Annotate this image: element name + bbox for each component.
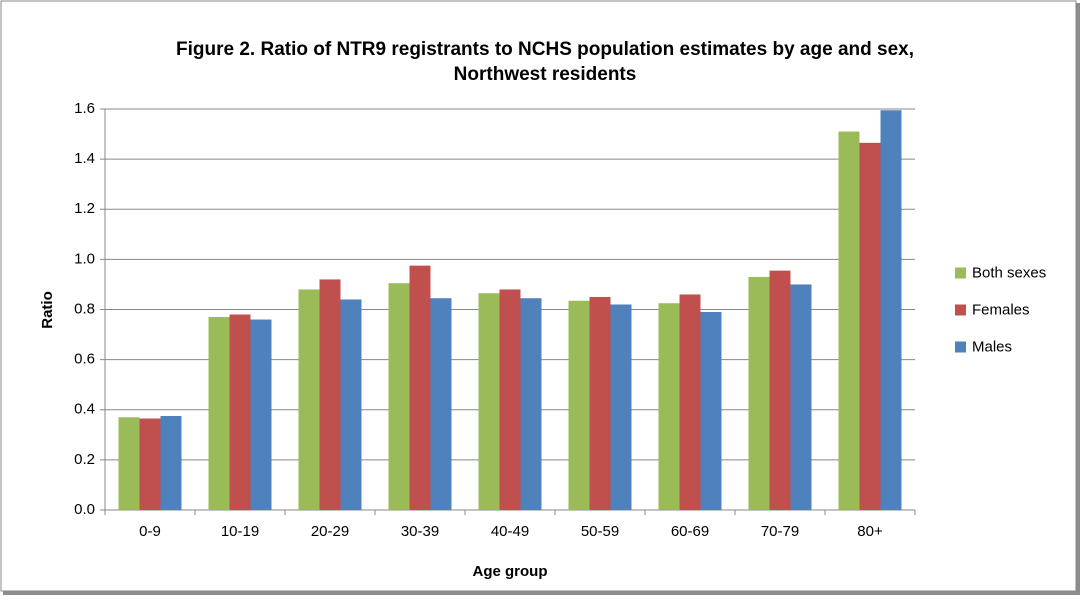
- bar: [859, 142, 881, 510]
- bar: [319, 279, 341, 510]
- bar: [118, 417, 140, 510]
- bar: [478, 293, 500, 510]
- legend-label: Females: [972, 301, 1030, 318]
- x-tick-label: 40-49: [491, 523, 529, 540]
- bar: [790, 284, 812, 510]
- bar: [388, 283, 410, 510]
- bar: [139, 418, 161, 510]
- x-axis-title: Age group: [473, 563, 548, 580]
- x-tick-label: 50-59: [581, 523, 619, 540]
- bar: [250, 319, 272, 510]
- legend-label: Males: [972, 338, 1012, 355]
- bar: [748, 276, 770, 510]
- bar: [298, 289, 320, 510]
- bar: [700, 312, 722, 510]
- y-tick-label: 0.6: [74, 351, 95, 368]
- x-tick-label: 20-29: [311, 523, 349, 540]
- legend-swatch: [955, 341, 966, 353]
- x-tick-label: 0-9: [139, 523, 161, 540]
- bar: [880, 110, 902, 511]
- x-tick-label: 30-39: [401, 523, 439, 540]
- bar: [340, 299, 362, 510]
- bar: [568, 300, 590, 510]
- bar: [679, 294, 701, 510]
- bar: [430, 298, 452, 510]
- bar: [838, 131, 860, 510]
- y-tick-label: 0.4: [74, 401, 95, 418]
- legend-label: Both sexes: [972, 264, 1046, 281]
- bar: [499, 289, 521, 510]
- y-axis-title: Ratio: [39, 291, 56, 329]
- x-tick-label: 70-79: [761, 523, 799, 540]
- y-tick-label: 0.2: [74, 451, 95, 468]
- y-tick-label: 1.2: [74, 200, 95, 217]
- y-tick-label: 0.8: [74, 300, 95, 317]
- x-tick-label: 60-69: [671, 523, 709, 540]
- y-tick-label: 0.0: [74, 501, 95, 518]
- y-tick-label: 1.0: [74, 250, 95, 267]
- legend-swatch: [955, 267, 966, 279]
- bar: [610, 304, 632, 510]
- bar: [658, 303, 680, 510]
- x-tick-label: 10-19: [221, 523, 259, 540]
- bar: [520, 298, 542, 510]
- bar: [229, 314, 251, 510]
- chart-title: Figure 2. Ratio of NTR9 registrants to N…: [176, 39, 914, 60]
- legend-swatch: [955, 304, 966, 316]
- chart-title: Northwest residents: [454, 64, 637, 85]
- bar: [589, 296, 611, 510]
- bar: [208, 317, 230, 510]
- x-tick-label: 80+: [857, 523, 883, 540]
- bar: [160, 416, 182, 510]
- y-tick-label: 1.4: [74, 150, 95, 167]
- y-tick-label: 1.6: [74, 100, 95, 117]
- bar: [409, 265, 431, 510]
- bar: [769, 270, 791, 510]
